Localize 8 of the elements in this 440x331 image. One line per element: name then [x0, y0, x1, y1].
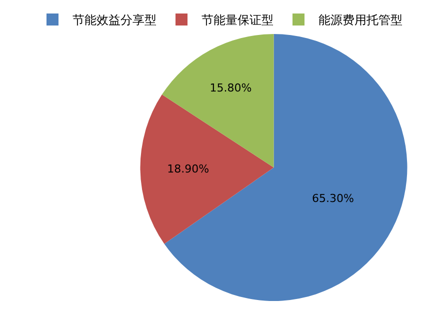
legend-label: 能源费用托管型	[318, 13, 402, 28]
legend-label: 节能效益分享型	[72, 13, 156, 28]
data-label: 65.30%	[312, 192, 354, 205]
data-label: 15.80%	[210, 81, 252, 94]
legend-label: 节能量保证型	[202, 13, 274, 28]
pie-slice	[140, 94, 274, 244]
data-label: 18.90%	[167, 162, 210, 176]
pie-slice	[164, 34, 408, 301]
